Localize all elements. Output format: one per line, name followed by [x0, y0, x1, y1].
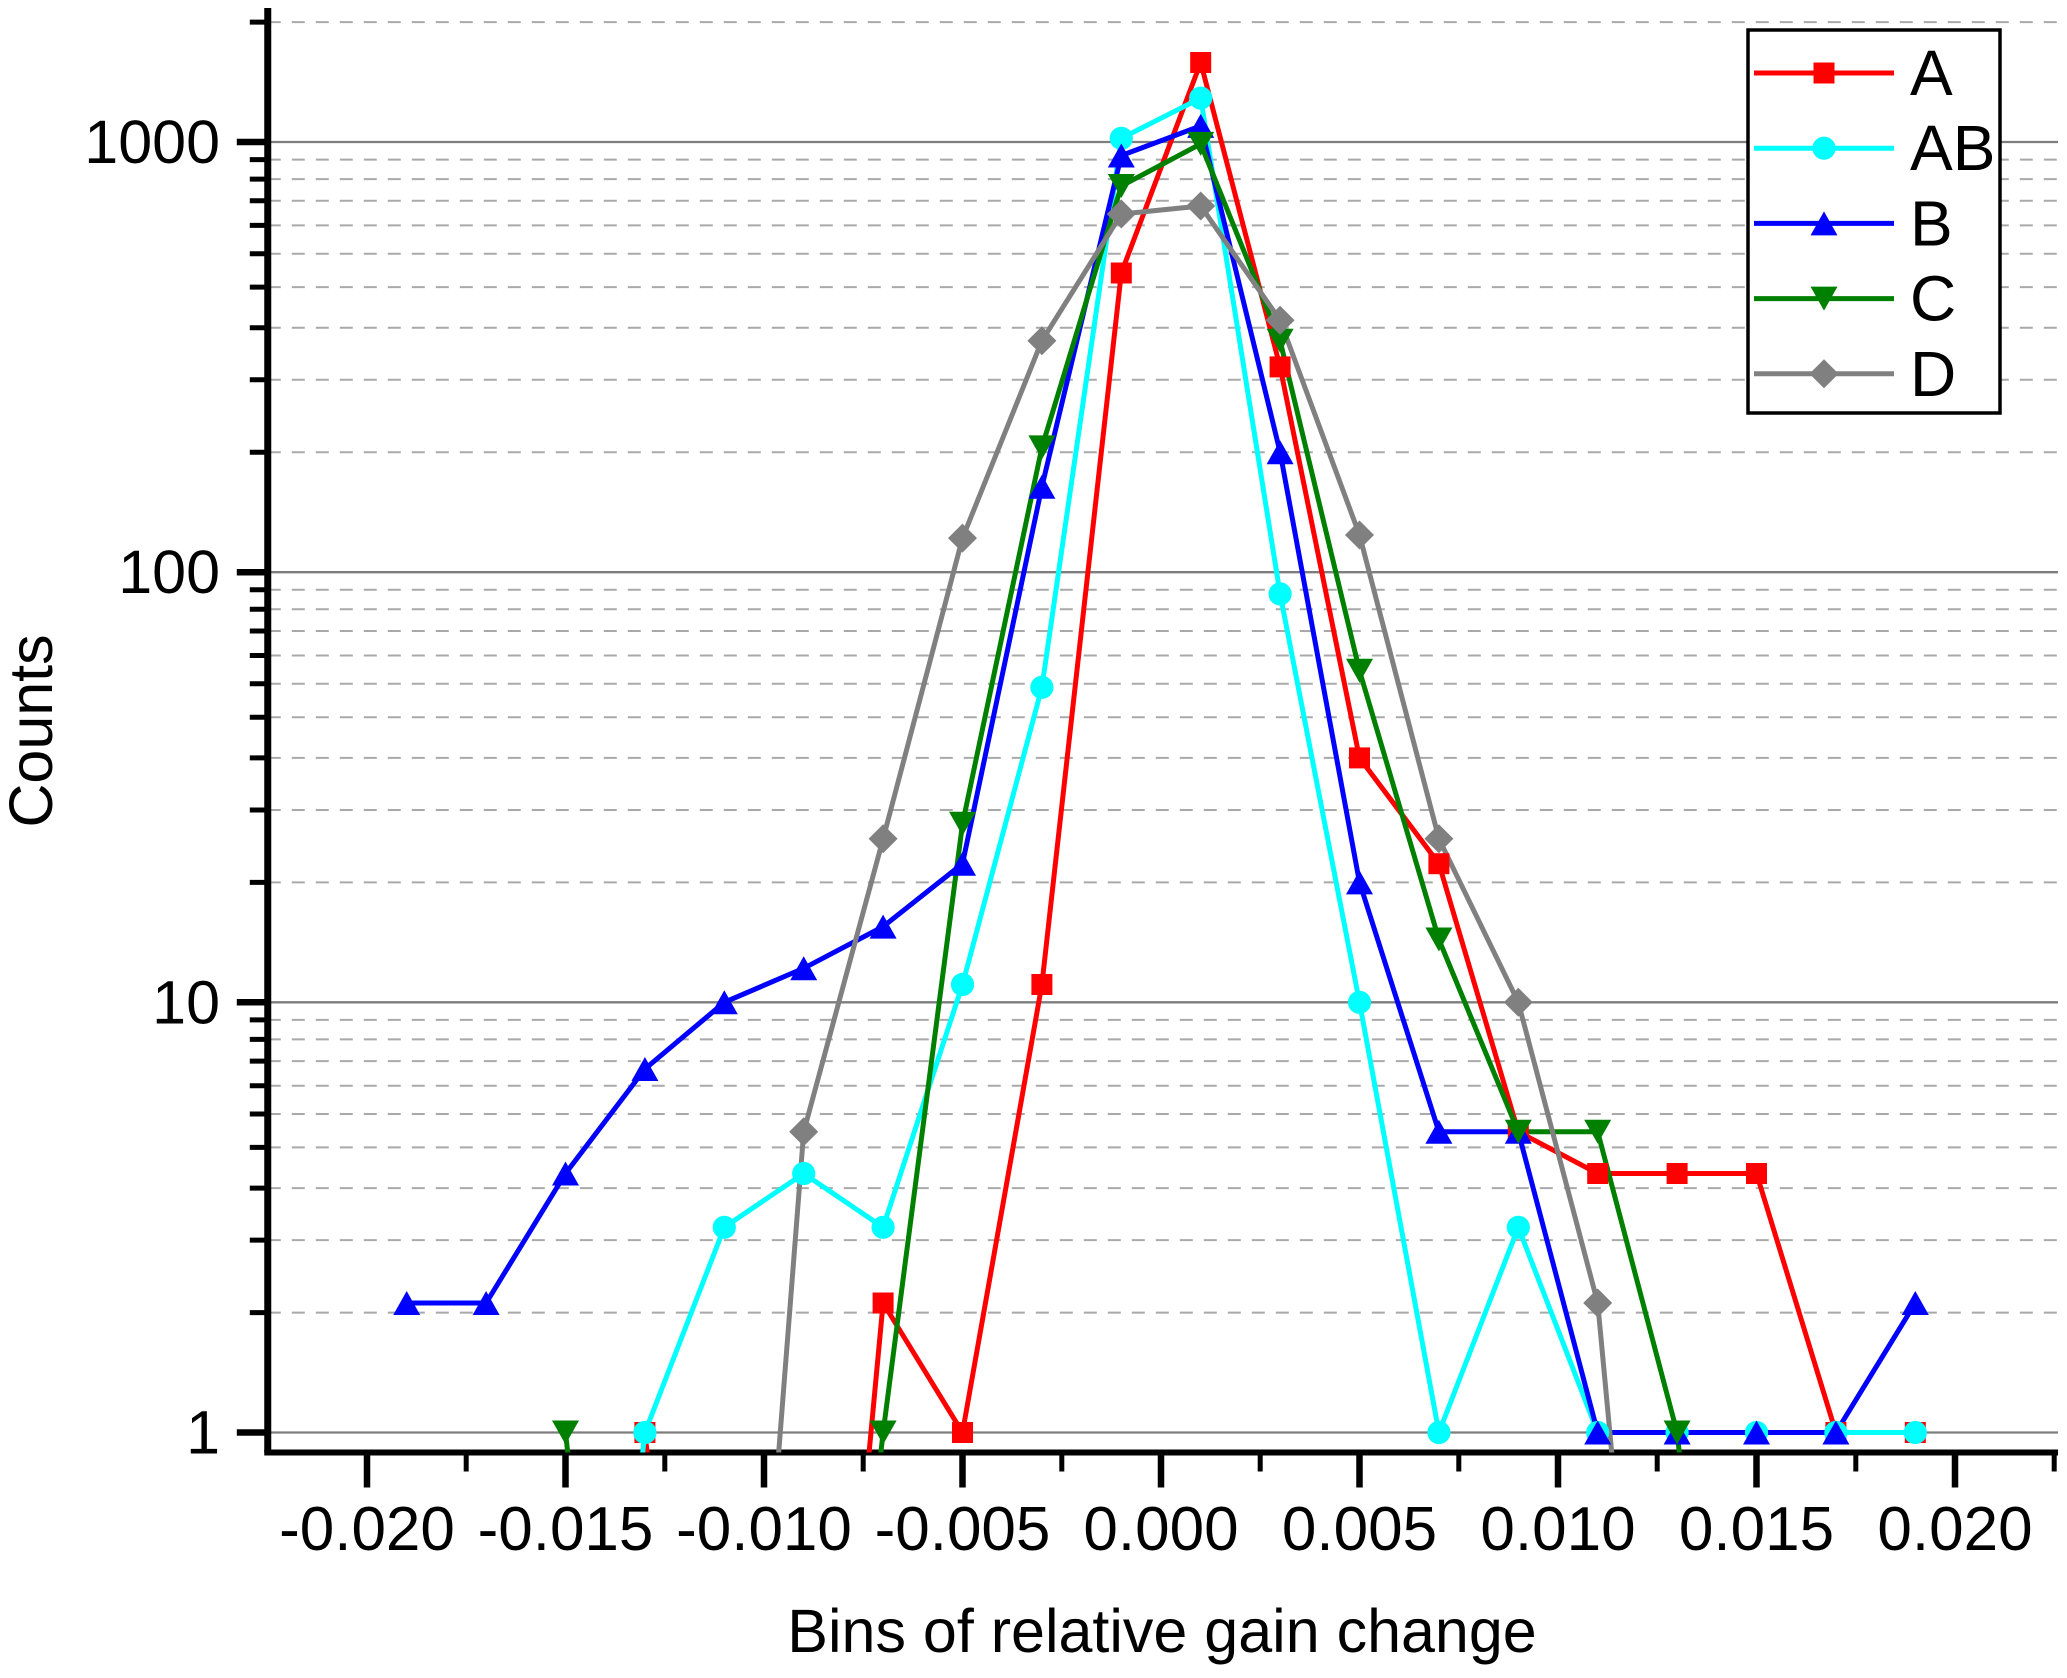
svg-text:0.015: 0.015: [1679, 1495, 1834, 1564]
svg-text:B: B: [1910, 187, 1953, 259]
svg-text:0.010: 0.010: [1480, 1495, 1635, 1564]
svg-text:-0.005: -0.005: [875, 1495, 1051, 1564]
svg-text:0.005: 0.005: [1282, 1495, 1437, 1564]
svg-text:100: 100: [118, 538, 220, 606]
svg-text:0.020: 0.020: [1877, 1495, 2032, 1564]
svg-text:0.000: 0.000: [1083, 1495, 1238, 1564]
svg-text:AB: AB: [1910, 112, 1995, 184]
svg-text:-0.015: -0.015: [478, 1495, 654, 1564]
svg-text:-0.020: -0.020: [279, 1495, 455, 1564]
svg-text:Counts: Counts: [0, 634, 65, 827]
svg-text:1000: 1000: [84, 108, 220, 176]
svg-text:-0.010: -0.010: [676, 1495, 852, 1564]
svg-text:1: 1: [186, 1399, 220, 1467]
svg-text:A: A: [1910, 37, 1953, 109]
svg-text:D: D: [1910, 338, 1956, 410]
svg-text:10: 10: [152, 968, 220, 1036]
svg-text:C: C: [1910, 263, 1956, 335]
svg-text:Bins of relative gain change: Bins of relative gain change: [787, 1597, 1536, 1665]
